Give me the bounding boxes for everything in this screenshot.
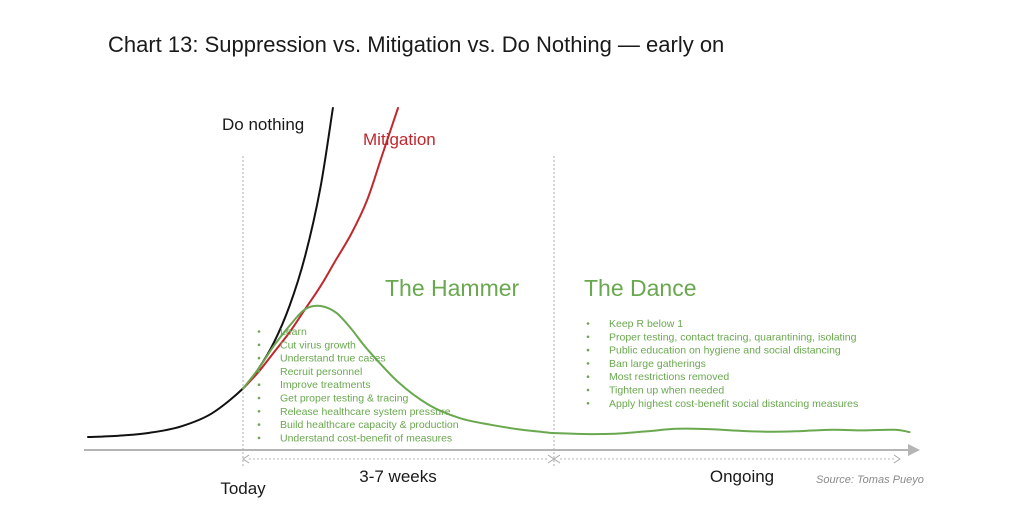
the-dance-bullet: Tighten up when needed	[609, 385, 724, 397]
the-dance-bullet-dot	[586, 335, 590, 339]
the-dance-bullet-dot	[586, 388, 590, 392]
the-dance-bullet-dot	[586, 322, 590, 325]
the-dance-title: The Dance	[584, 275, 697, 301]
series-label-mitigation: Mitigation	[363, 130, 436, 149]
the-hammer-bullet-dot	[257, 330, 261, 333]
the-hammer-bullet: Learn	[280, 326, 307, 338]
the-hammer-title: The Hammer	[385, 275, 520, 301]
x-tick-label-ongoing: Ongoing	[710, 467, 774, 486]
dance-duration-span-right-arrow	[893, 454, 901, 464]
series-line-the-hammer	[242, 304, 554, 435]
series-labels: Do nothing Mitigation	[222, 115, 436, 149]
x-axis	[84, 444, 920, 464]
x-tick-labels: Today 3-7 weeks Ongoing	[220, 467, 774, 498]
hammer-duration-span-left-arrow	[242, 454, 250, 464]
x-tick-label-today: Today	[220, 479, 266, 498]
the-hammer-bullet-dot	[257, 383, 261, 387]
the-dance-bullet: Ban large gatherings	[609, 358, 706, 370]
the-dance-bullet-dot	[586, 362, 590, 365]
phase-dividers	[242, 156, 555, 468]
the-hammer-bullet: Get proper testing & tracing	[280, 393, 409, 405]
the-hammer-bullet: Release healthcare system pressure	[280, 406, 451, 418]
the-hammer-bullet: Recruit personnel	[280, 366, 362, 378]
the-hammer-bullet: Cut virus growth	[280, 339, 356, 351]
the-dance-bullet-dot	[586, 375, 590, 379]
the-dance-bullet: Proper testing, contact tracing, quarant…	[609, 331, 857, 343]
the-dance-bullet-dot	[586, 348, 590, 352]
the-hammer-bullet-dot	[257, 423, 261, 426]
chart-title: Chart 13: Suppression vs. Mitigation vs.…	[108, 32, 724, 57]
the-dance-bullet: Public education on hygiene and social d…	[609, 345, 841, 357]
the-dance-bullet: Keep R below 1	[609, 318, 683, 330]
dance-duration-span-left-arrow	[553, 454, 561, 464]
the-hammer-bullet-dot	[257, 436, 261, 440]
the-hammer-bullet: Understand true cases	[280, 353, 386, 365]
series-lines	[87, 107, 911, 439]
series-line-mitigation	[242, 107, 399, 390]
the-hammer-bullet: Build healthcare capacity & production	[280, 419, 459, 431]
series-line-the-dance	[552, 427, 911, 436]
the-dance-bullet: Apply highest cost-benefit social distan…	[609, 398, 858, 410]
the-hammer-bullet-dot	[257, 370, 261, 373]
the-hammer-bullet-dot	[257, 356, 261, 360]
the-hammer-bullet: Understand cost-benefit of measures	[280, 432, 452, 444]
x-tick-label-3-7-weeks: 3-7 weeks	[359, 467, 436, 486]
the-hammer-bullet: Improve treatments	[280, 379, 370, 391]
source-note: Source: Tomas Pueyo	[816, 474, 924, 486]
the-hammer-bullet-dot	[257, 396, 261, 400]
the-hammer-bullet-dot	[257, 343, 261, 347]
the-dance-bullet: Most restrictions removed	[609, 371, 729, 383]
hammer-duration-span-right-arrow	[547, 454, 555, 464]
the-dance-bullet-dot	[586, 402, 590, 405]
series-label-do-nothing: Do nothing	[222, 115, 304, 134]
x-axis-arrowhead	[908, 444, 920, 456]
the-hammer-bullet-dot	[257, 410, 261, 413]
